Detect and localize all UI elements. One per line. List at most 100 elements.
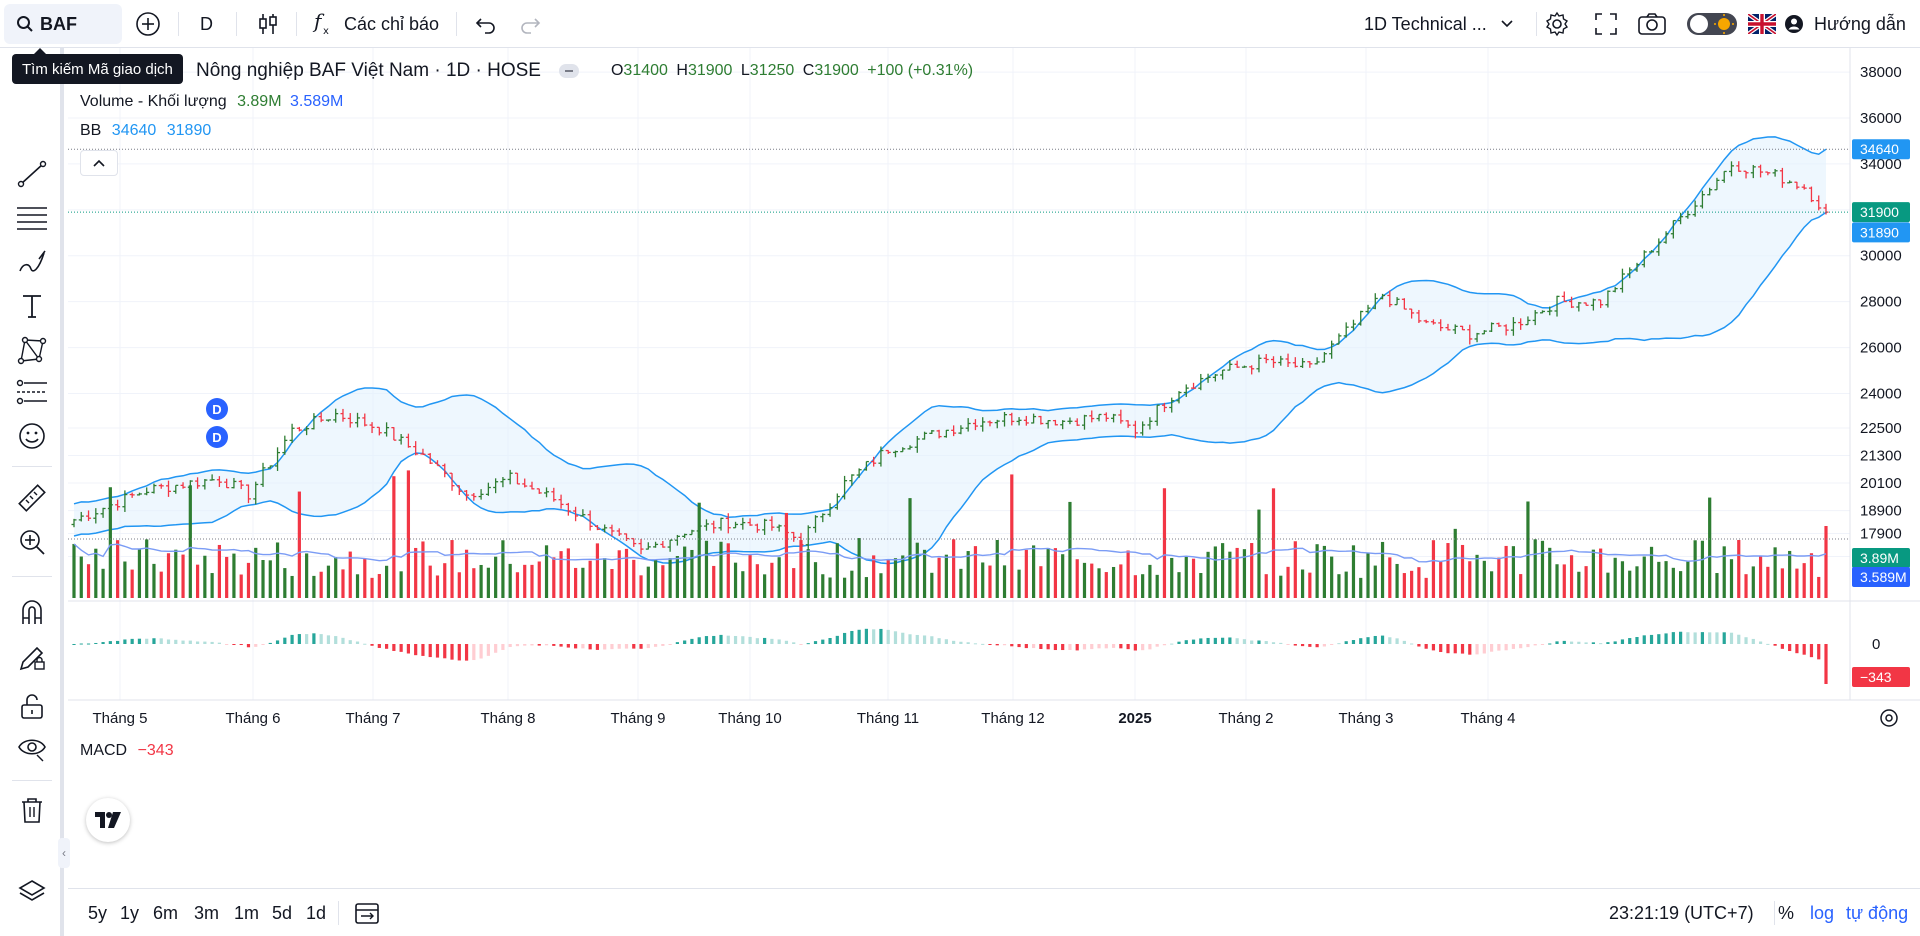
layout-menu-button[interactable]: 1D Technical ...	[1364, 0, 1513, 48]
tradingview-logo[interactable]	[86, 798, 130, 842]
macd-bar	[683, 640, 687, 644]
settings-gear-icon[interactable]	[1543, 0, 1571, 48]
ruler-icon[interactable]	[12, 478, 52, 518]
macd-bar	[1271, 642, 1276, 644]
macd-bar	[239, 644, 243, 646]
macd-bar	[79, 643, 83, 645]
volume-bar	[850, 570, 854, 598]
uk-flag-icon[interactable]	[1748, 0, 1776, 48]
volume-bar	[523, 564, 527, 598]
clock-time[interactable]: 23:21:19 (UTC+7)	[1609, 902, 1754, 923]
auto-scale-button[interactable]: tự động	[1846, 902, 1909, 923]
bb-lower-value: 31890	[166, 122, 212, 139]
fullscreen-icon[interactable]	[1592, 0, 1620, 48]
range-3m[interactable]: 3m	[194, 902, 220, 923]
macd-bar	[537, 644, 541, 646]
volume-bar	[1671, 567, 1675, 598]
macd-bar	[1657, 634, 1661, 644]
interval-button[interactable]: D	[200, 13, 213, 34]
legend-collapse-pill[interactable]	[558, 64, 579, 78]
macd-bar	[1526, 644, 1530, 648]
divider	[1774, 901, 1775, 925]
volume-bar	[501, 540, 505, 598]
volume-bar	[1744, 574, 1748, 598]
price-axis[interactable]: 3800036000340003200030000280002600024000…	[1852, 64, 1910, 727]
trend-line-icon[interactable]	[12, 154, 52, 194]
range-6m[interactable]: 6m	[153, 902, 179, 923]
legend-toggle-button[interactable]	[80, 150, 118, 176]
lock-drawing-pencil-icon[interactable]	[12, 638, 52, 678]
macd-bar	[1439, 644, 1443, 653]
volume-bar	[1380, 541, 1385, 598]
macd-bar	[1250, 640, 1254, 644]
compare-add-icon[interactable]	[134, 0, 162, 48]
volume-bar	[915, 542, 919, 598]
dividend-marker[interactable]: D	[206, 426, 228, 448]
macd-bar	[1104, 644, 1108, 649]
legend-volume[interactable]: Volume - Khối lượng 3.89M 3.589M	[80, 93, 343, 111]
theme-toggle[interactable]	[1686, 0, 1738, 48]
macd-bar	[755, 638, 759, 644]
macd-bar	[741, 636, 745, 644]
eye-icon[interactable]	[12, 728, 52, 768]
forecast-tool-icon[interactable]	[12, 372, 52, 412]
volume-bar	[1126, 550, 1130, 598]
percent-scale-button[interactable]: %	[1778, 902, 1795, 923]
legend-macd[interactable]: MACD −343	[80, 742, 174, 760]
log-scale-button[interactable]: log	[1810, 902, 1835, 923]
toolbar-collapse-handle[interactable]: ‹	[58, 838, 70, 868]
redo-icon[interactable]	[516, 0, 544, 48]
volume-bar	[632, 559, 636, 598]
macd-bar	[1431, 644, 1436, 651]
volume-bar	[1606, 572, 1610, 598]
macd-bar	[1162, 644, 1167, 646]
volume-bar	[806, 549, 810, 598]
brush-icon[interactable]	[12, 242, 52, 282]
volume-bar	[1097, 568, 1101, 598]
macd-bar	[1773, 644, 1777, 646]
price-tag-bg	[1852, 548, 1910, 568]
volume-bar	[981, 562, 985, 598]
volume-bar	[1468, 561, 1472, 598]
pattern-tool-icon[interactable]	[12, 330, 52, 370]
symbol-search-button[interactable]: BAF	[4, 4, 122, 44]
macd-bar	[1170, 643, 1174, 645]
volume-bar	[1482, 560, 1486, 598]
unlock-icon[interactable]	[12, 686, 52, 726]
macd-bar	[1300, 644, 1305, 647]
macd-bar	[1475, 644, 1479, 655]
object-tree-layers-icon[interactable]	[12, 872, 52, 912]
date-range-calendar-icon[interactable]	[354, 889, 380, 936]
price-tick-label: 30000	[1860, 248, 1902, 265]
text-tool-icon[interactable]	[12, 286, 52, 326]
macd-bar	[1126, 644, 1130, 650]
macd-bar	[1191, 639, 1196, 644]
zoom-in-icon[interactable]	[12, 522, 52, 562]
horizontal-lines-icon[interactable]	[12, 198, 52, 238]
range-1y[interactable]: 1y	[120, 902, 140, 923]
chart-canvas[interactable]: 3800036000340003200030000280002600024000…	[68, 48, 1920, 888]
dividend-marker[interactable]: D	[206, 398, 228, 420]
macd-bar	[842, 632, 847, 644]
macd-bar	[159, 638, 163, 644]
range-5y[interactable]: 5y	[88, 902, 108, 923]
trash-icon[interactable]	[12, 790, 52, 830]
undo-icon[interactable]	[472, 0, 500, 48]
volume-bar	[1788, 550, 1792, 598]
range-5d[interactable]: 5d	[272, 902, 293, 923]
macd-bar	[1606, 642, 1610, 644]
magnet-icon[interactable]	[12, 592, 52, 632]
macd-bar	[1068, 644, 1072, 650]
legend-bollinger[interactable]: BB 34640 31890	[80, 122, 211, 140]
emoji-icon[interactable]	[12, 416, 52, 456]
guide-button[interactable]: Hướng dẫn	[1784, 0, 1906, 48]
camera-icon[interactable]	[1638, 0, 1666, 48]
time-axis[interactable]: Tháng 5 Tháng 6 Tháng 7 Tháng 8 Tháng 9 Tháng…	[92, 710, 1515, 727]
volume-bar	[334, 557, 338, 598]
range-1m[interactable]: 1m	[234, 902, 260, 923]
macd-bar	[1519, 644, 1523, 649]
candle-style-icon[interactable]	[254, 0, 282, 48]
range-1d[interactable]: 1d	[306, 902, 327, 923]
